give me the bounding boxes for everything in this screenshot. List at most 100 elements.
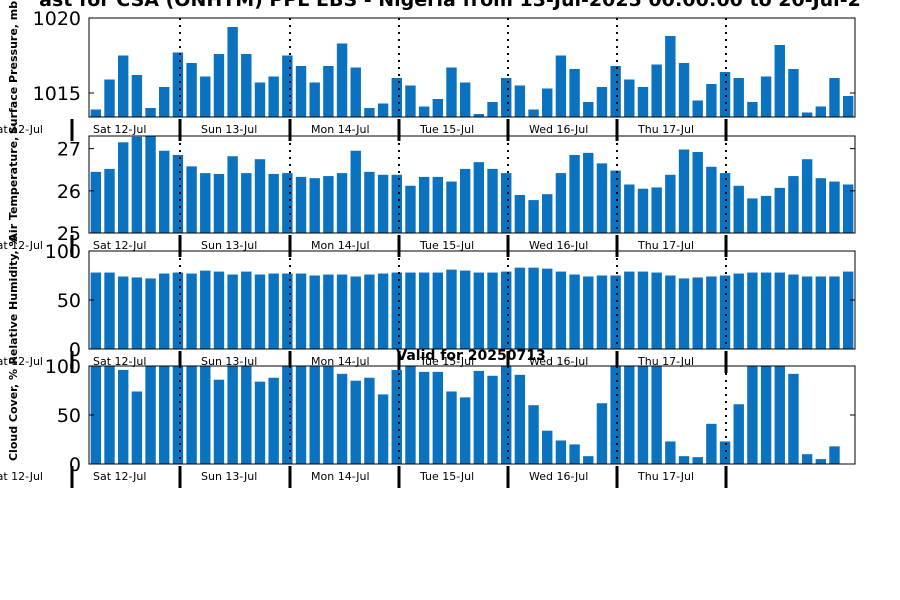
- day-label: Thu 17-Jul: [637, 123, 694, 136]
- data-bar: [350, 150, 361, 233]
- data-bar: [268, 173, 279, 233]
- data-bar: [842, 271, 854, 349]
- day-label: Tue 15-Jul: [419, 355, 474, 368]
- day-label: Tue 15-Jul: [419, 239, 474, 252]
- data-bar: [172, 272, 184, 349]
- data-bar: [801, 276, 813, 349]
- data-bar: [651, 272, 662, 349]
- day-label: Tue 15-Jul: [419, 123, 474, 136]
- edge-day-label: Sat 12-Jul: [0, 470, 43, 483]
- data-bar: [118, 55, 129, 117]
- data-bar: [432, 272, 444, 349]
- data-bar: [418, 176, 430, 233]
- data-bar: [788, 176, 799, 233]
- data-bar: [692, 457, 703, 464]
- data-bar: [104, 366, 115, 464]
- data-bar: [323, 176, 334, 233]
- data-bar: [295, 273, 307, 349]
- data-bar: [200, 173, 211, 233]
- data-bar: [555, 271, 567, 349]
- data-bar: [213, 379, 225, 464]
- data-bar: [364, 377, 375, 464]
- data-bar: [446, 391, 457, 464]
- data-bar: [446, 181, 457, 233]
- data-bar: [282, 273, 293, 349]
- data-bar: [364, 108, 375, 117]
- data-bar: [241, 173, 252, 233]
- data-bar: [829, 276, 840, 349]
- y-tick-label: 50: [57, 405, 81, 427]
- data-bar: [432, 176, 444, 233]
- data-bar: [377, 394, 389, 464]
- data-bar: [227, 366, 238, 464]
- data-bar: [774, 45, 785, 117]
- data-bar: [227, 156, 238, 233]
- day-label: Mon 14-Jul: [311, 470, 370, 483]
- y-tick-label: 27: [57, 139, 81, 161]
- data-bar: [418, 371, 430, 464]
- data-bar: [651, 366, 662, 464]
- y-tick-label: 25: [57, 223, 81, 245]
- data-bar: [706, 166, 717, 233]
- data-bar: [145, 108, 156, 117]
- data-bar: [391, 78, 402, 117]
- data-bar: [391, 174, 402, 233]
- data-bar: [282, 173, 293, 233]
- data-bar: [241, 271, 252, 349]
- y-axis-label: Cloud Cover, %: [7, 369, 20, 461]
- day-label: Sun 13-Jul: [201, 239, 257, 252]
- data-bar: [610, 366, 621, 464]
- data-bar: [254, 381, 266, 464]
- data-bar: [542, 88, 553, 117]
- day-label: Sat 12-Jul: [93, 470, 146, 483]
- data-bar: [268, 76, 279, 117]
- data-bar: [514, 85, 526, 117]
- data-bar: [254, 159, 266, 233]
- data-bar: [364, 171, 375, 233]
- data-bar: [159, 150, 170, 233]
- data-bar: [801, 112, 813, 117]
- data-bar: [459, 397, 471, 464]
- data-bar: [186, 63, 197, 117]
- data-bar: [131, 136, 143, 233]
- data-bar: [254, 274, 266, 349]
- y-axis-label: Relative Humidity, %: [7, 235, 20, 364]
- day-label: Wed 16-Jul: [529, 123, 588, 136]
- data-bar: [788, 373, 799, 464]
- data-bar: [760, 272, 772, 349]
- data-bar: [159, 273, 170, 349]
- data-bar: [200, 270, 211, 349]
- data-bar: [391, 369, 402, 464]
- data-bar: [596, 275, 608, 349]
- data-bar: [323, 274, 334, 349]
- data-bar: [569, 274, 580, 349]
- data-bar: [459, 82, 471, 117]
- data-bar: [583, 276, 594, 349]
- data-bar: [227, 274, 238, 349]
- data-bar: [350, 276, 361, 349]
- day-label: Wed 16-Jul: [529, 470, 588, 483]
- data-bar: [213, 271, 225, 349]
- data-bar: [254, 82, 266, 117]
- data-bar: [200, 76, 211, 117]
- data-bar: [747, 366, 758, 464]
- data-bar: [473, 272, 485, 349]
- data-bar: [405, 185, 416, 233]
- data-bar: [172, 366, 184, 464]
- axes-frame: [88, 135, 856, 234]
- data-bar: [131, 75, 143, 117]
- data-bar: [624, 366, 635, 464]
- panel-bars-2: [90, 136, 854, 233]
- data-bar: [104, 168, 115, 233]
- data-bar: [610, 66, 621, 117]
- day-label: Sun 13-Jul: [201, 355, 257, 368]
- y-tick-label: 100: [45, 356, 81, 378]
- data-bar: [637, 188, 649, 233]
- data-bar: [241, 366, 252, 464]
- data-bar: [665, 275, 676, 349]
- data-bar: [118, 276, 129, 349]
- data-bar: [678, 456, 690, 464]
- data-bar: [418, 106, 430, 117]
